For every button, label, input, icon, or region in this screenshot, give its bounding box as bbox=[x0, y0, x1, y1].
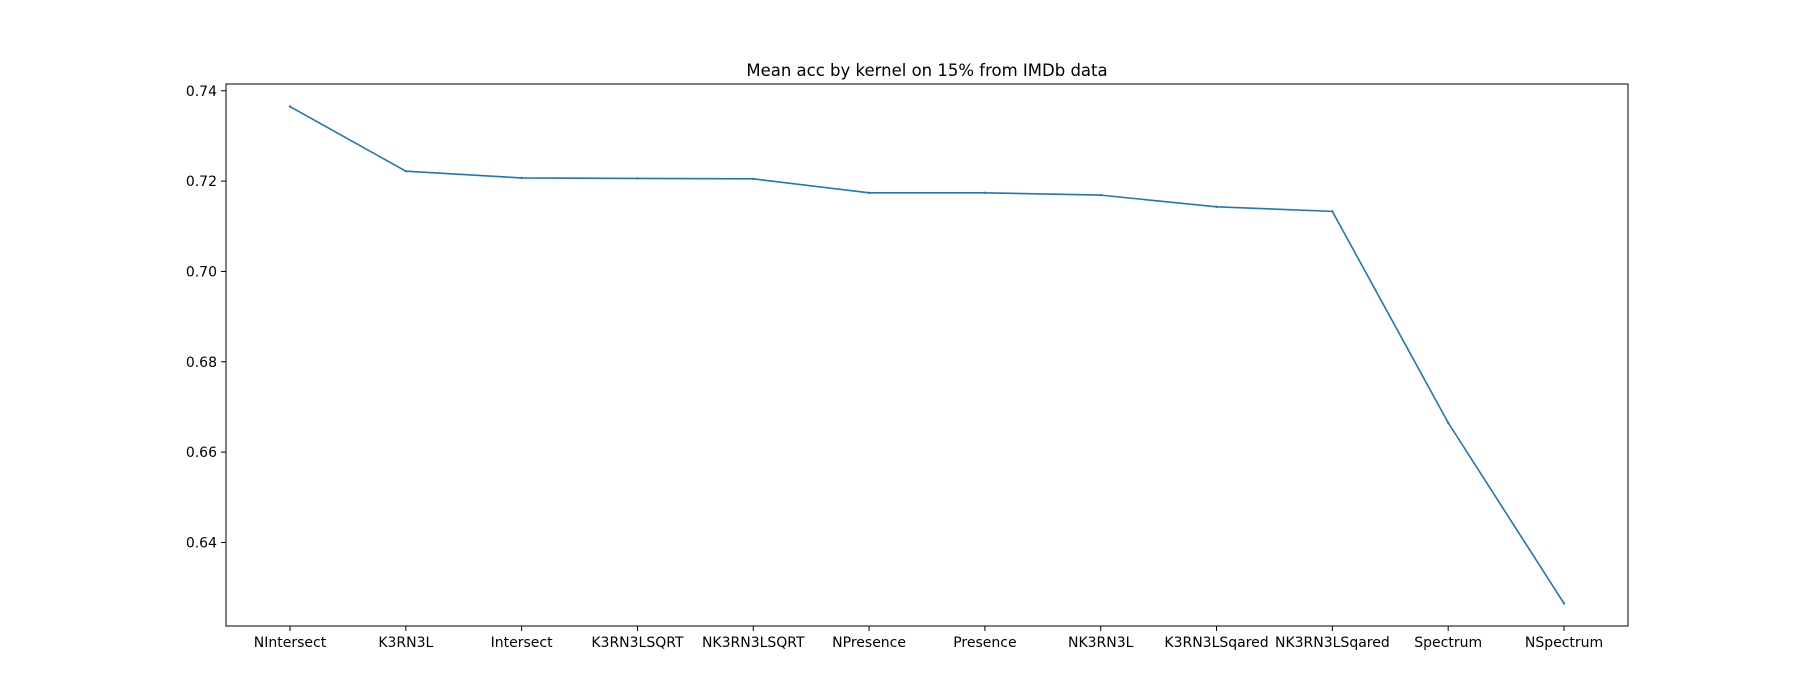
data-point bbox=[404, 169, 408, 173]
data-point bbox=[1331, 210, 1334, 213]
chart-title: Mean acc by kernel on 15% from IMDb data bbox=[746, 61, 1107, 80]
data-point bbox=[752, 177, 755, 181]
x-tick-label: K3RN3LSQRT bbox=[591, 635, 684, 651]
data-point bbox=[1562, 602, 1566, 605]
data-point bbox=[983, 191, 987, 195]
x-tick-label: NK3RN3LSqared bbox=[1275, 635, 1390, 651]
x-tick-label: K3RN3LSqared bbox=[1164, 635, 1268, 651]
y-tick-label: 0.64 bbox=[186, 535, 217, 551]
x-tick-label: Intersect bbox=[491, 635, 553, 651]
x-tick-label: NIntersect bbox=[254, 635, 327, 651]
y-tick-label: 0.68 bbox=[186, 355, 217, 371]
plot-area: 0.64 0.66 0.68 0.70 0.72 0.74 NIntersect K3RN3L… bbox=[186, 83, 1629, 651]
data-point bbox=[1446, 421, 1450, 424]
y-tick-label: 0.74 bbox=[186, 84, 217, 100]
y-tick-label: 0.66 bbox=[186, 445, 217, 461]
x-tick-label: Spectrum bbox=[1414, 635, 1482, 651]
x-tick-label: K3RN3L bbox=[378, 635, 433, 651]
x-tick-label: NK3RN3LSQRT bbox=[702, 635, 805, 651]
series-line bbox=[289, 105, 1565, 605]
data-point bbox=[520, 176, 523, 180]
data-point bbox=[1099, 193, 1102, 197]
x-tick-label: Presence bbox=[953, 635, 1016, 651]
y-tick-label: 0.72 bbox=[186, 174, 217, 190]
x-tick-label: NPresence bbox=[832, 635, 906, 651]
plot-frame bbox=[225, 83, 1629, 627]
y-tick-label: 0.70 bbox=[186, 264, 217, 280]
data-point bbox=[636, 177, 639, 180]
data-point bbox=[1215, 205, 1218, 209]
x-tick-label: NSpectrum bbox=[1525, 635, 1603, 651]
data-point bbox=[867, 191, 871, 195]
x-tick-label: NK3RN3L bbox=[1068, 635, 1134, 651]
data-point bbox=[288, 105, 292, 108]
